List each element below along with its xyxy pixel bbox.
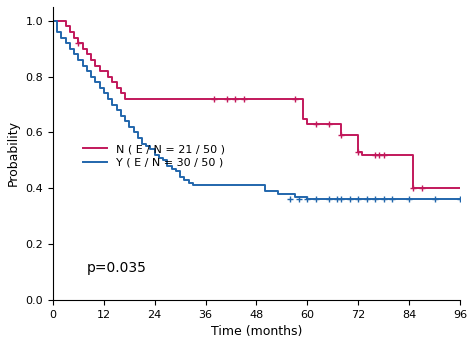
Legend: N ( E / N = 21 / 50 ), Y ( E / N = 30 / 50 ): N ( E / N = 21 / 50 ), Y ( E / N = 30 / …: [83, 144, 225, 168]
Text: p=0.035: p=0.035: [87, 261, 147, 275]
Y-axis label: Probability: Probability: [7, 120, 20, 186]
X-axis label: Time (months): Time (months): [211, 325, 302, 338]
